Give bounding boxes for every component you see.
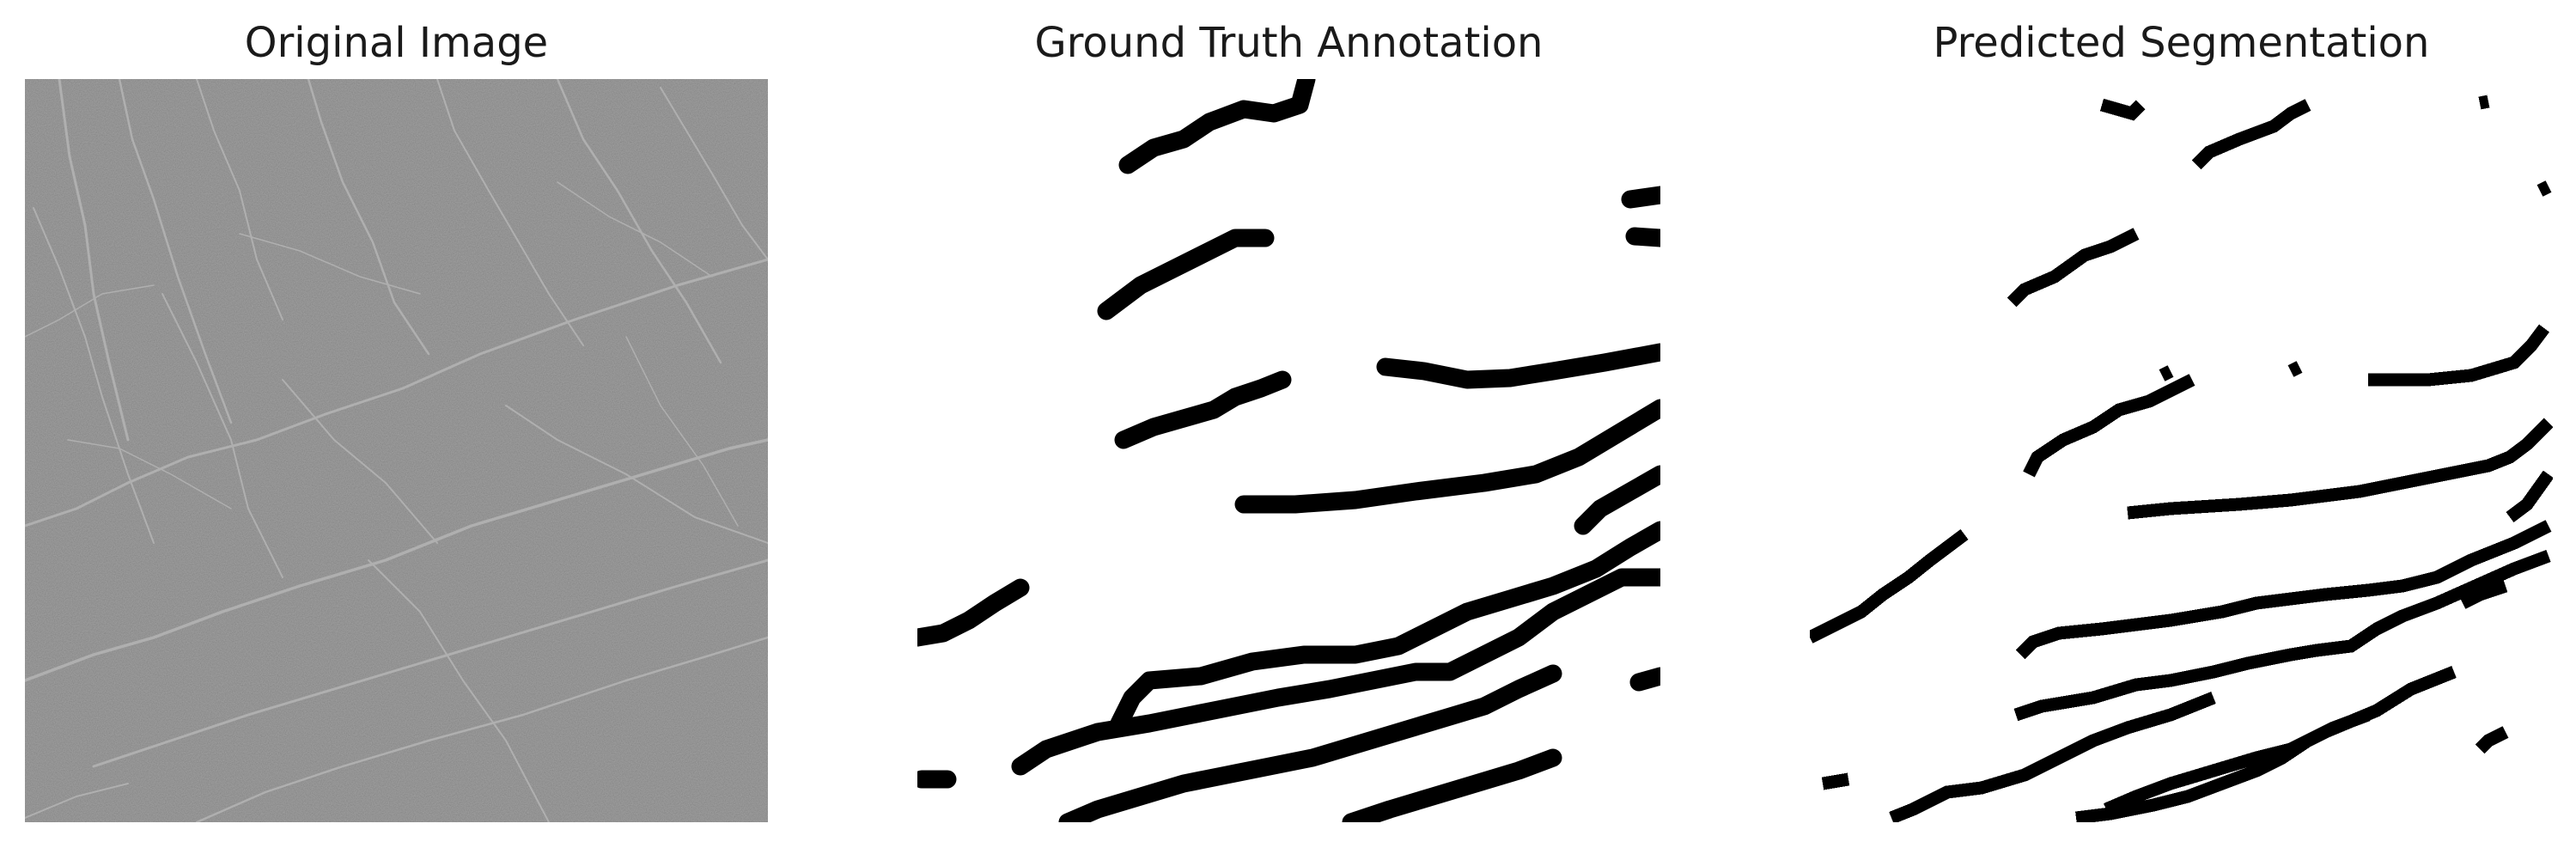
title-original-image: Original Image (244, 19, 549, 67)
title-ground-truth: Ground Truth Annotation (1034, 19, 1544, 67)
ground-truth-panel (917, 79, 1660, 822)
original-image-panel (25, 79, 768, 822)
predicted-segmentation-panel (1810, 79, 2553, 822)
original-image (25, 79, 768, 822)
title-predicted-segmentation: Predicted Segmentation (1933, 19, 2430, 67)
predicted-segmentation-mask (1810, 79, 2553, 822)
ground-truth-mask (917, 79, 1660, 822)
